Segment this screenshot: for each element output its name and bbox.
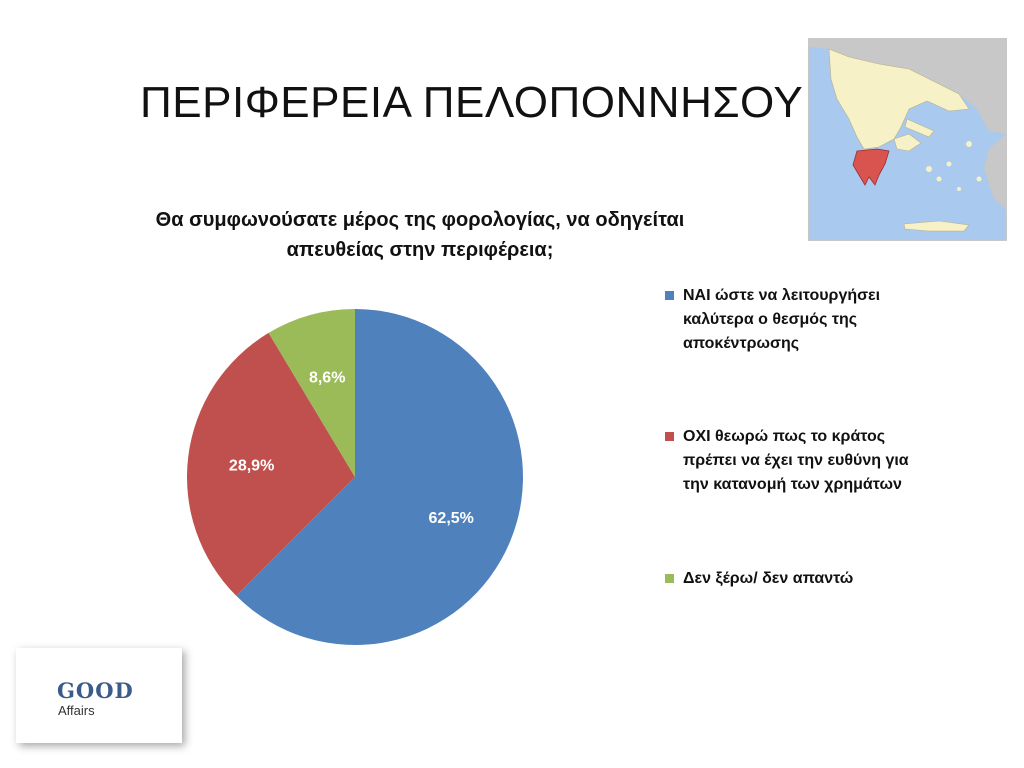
- map-peloponnese: [852, 148, 890, 186]
- chart-title: Θα συμφωνούσατε μέρος της φορολογίας, να…: [100, 205, 740, 265]
- legend-item-no: ΟΧΙ θεωρώ πως το κράτος πρέπει να έχει τ…: [665, 425, 955, 497]
- chart-title-line-2: απευθείας στην περιφέρεια;: [286, 239, 554, 261]
- greece-map: [808, 38, 1007, 241]
- legend-label-yes-1: ΝΑΙ ώστε να λειτουργήσει: [683, 287, 881, 304]
- legend-swatch-no: [665, 432, 674, 441]
- legend-label-yes-2: καλύτερα ο θεσμός της: [683, 311, 858, 328]
- map-evia: [904, 118, 935, 138]
- pie-slice-yes: [236, 309, 523, 645]
- company-logo: GOOD Affairs: [16, 648, 182, 743]
- slide-title: ΠΕΡΙΦΕΡΕΙΑ ΠΕΛΟΠΟΝΝΗΣΟΥ: [140, 78, 804, 127]
- legend-label-no-2: πρέπει να έχει την ευθύνη για: [683, 452, 909, 469]
- legend-label-dont-know: Δεν ξέρω/ δεν απαντώ: [683, 570, 854, 587]
- pie-slice-no: [186, 332, 355, 596]
- logo-word-good: GOOD: [57, 678, 134, 703]
- legend-label-no-1: ΟΧΙ θεωρώ πως το κράτος: [683, 428, 886, 445]
- map-neighbour-land: [809, 39, 1006, 134]
- map-island: [936, 176, 942, 182]
- legend-label-no-3: την κατανομή των χρημάτων: [683, 476, 902, 493]
- greece-map-image: [809, 39, 1006, 240]
- pie-chart: 62,5% 28,9% 8,6%: [186, 309, 523, 645]
- map-island: [976, 176, 982, 182]
- map-mainland: [828, 48, 970, 150]
- map-island: [957, 187, 961, 191]
- map-island: [966, 141, 972, 147]
- map-island: [946, 161, 952, 167]
- pie-slice-dont-know: [268, 309, 355, 477]
- legend-swatch-dont-know: [665, 574, 674, 583]
- chart-title-line-1: Θα συμφωνούσατε μέρος της φορολογίας, να…: [155, 209, 685, 231]
- map-attica: [893, 133, 922, 152]
- legend-item-dont-know: Δεν ξέρω/ δεν απαντώ: [665, 567, 955, 591]
- data-label-dont-know: 8,6%: [309, 370, 345, 387]
- map-crete: [903, 220, 970, 232]
- legend-item-yes: ΝΑΙ ώστε να λειτουργήσει καλύτερα ο θεσμ…: [665, 284, 955, 356]
- map-island: [926, 166, 932, 172]
- legend-swatch-yes: [665, 291, 674, 300]
- legend-label-yes-3: αποκέντρωσης: [683, 335, 800, 352]
- map-turkey-land: [984, 134, 1006, 209]
- logo-word-affairs: Affairs: [58, 703, 95, 718]
- data-label-yes: 62,5%: [429, 510, 474, 527]
- data-label-no: 28,9%: [229, 457, 274, 474]
